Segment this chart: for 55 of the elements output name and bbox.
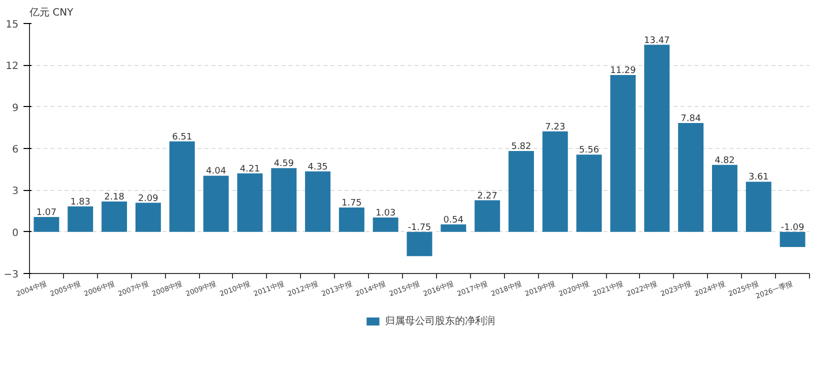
bar <box>237 173 263 232</box>
bar <box>68 206 94 232</box>
data-label: 0.54 <box>443 215 464 226</box>
data-label: 3.61 <box>748 172 769 183</box>
bar <box>102 202 127 232</box>
bar <box>169 141 195 232</box>
data-label: 1.03 <box>376 208 396 219</box>
bar <box>746 182 772 232</box>
bar <box>338 208 364 232</box>
data-label: -1.09 <box>780 222 804 233</box>
y-tick-label: 12 <box>6 61 19 72</box>
bar <box>678 122 704 232</box>
bar <box>610 75 636 232</box>
data-label: 4.04 <box>206 166 226 177</box>
data-label: 2.18 <box>104 192 125 203</box>
y-tick-label: 3 <box>12 186 19 198</box>
y-tick-label: 15 <box>6 20 19 30</box>
bar <box>576 154 602 232</box>
data-label: -1.75 <box>408 222 432 233</box>
data-label: 5.82 <box>511 142 532 152</box>
bar <box>712 164 738 232</box>
data-label: 1.75 <box>342 198 362 209</box>
y-tick-label: 6 <box>12 144 19 156</box>
data-label: 2.09 <box>138 194 158 204</box>
data-label: 5.56 <box>579 146 600 156</box>
y-tick-label: −3 <box>4 270 19 280</box>
bar <box>474 200 500 232</box>
bar <box>135 202 161 232</box>
data-label: 7.23 <box>545 122 566 132</box>
data-label: 6.51 <box>172 132 192 142</box>
data-label: 4.82 <box>714 156 735 166</box>
data-label: 7.84 <box>680 114 702 124</box>
bar <box>203 176 229 232</box>
y-axis-title: 亿元 CNY <box>28 8 74 18</box>
bar <box>406 232 432 256</box>
data-label: 4.35 <box>308 162 328 172</box>
bar <box>372 218 398 232</box>
legend-label: 归属母公司股东的净利润 <box>385 314 495 328</box>
data-label: 2.27 <box>477 191 498 202</box>
bar <box>34 216 60 232</box>
data-label: 4.59 <box>274 159 294 170</box>
data-label: 1.07 <box>36 208 56 218</box>
y-tick-label: 0 <box>12 228 19 239</box>
data-label: 4.21 <box>240 164 260 174</box>
bar <box>305 171 330 232</box>
bar <box>780 232 806 247</box>
data-label: 11.29 <box>610 66 636 76</box>
bar <box>440 224 466 232</box>
data-label: 1.83 <box>70 197 90 208</box>
bar <box>644 44 670 232</box>
data-label: 13.47 <box>644 36 670 46</box>
bar <box>271 168 297 232</box>
bar <box>508 151 534 232</box>
bar <box>542 131 568 232</box>
y-tick-label: 9 <box>12 102 19 114</box>
